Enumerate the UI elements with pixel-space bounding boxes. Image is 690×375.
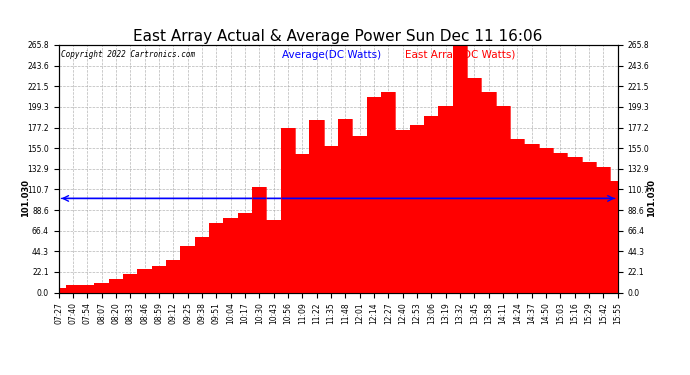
Text: Copyright 2022 Cartronics.com: Copyright 2022 Cartronics.com (61, 50, 195, 59)
Text: 101.030: 101.030 (647, 179, 656, 218)
Title: East Array Actual & Average Power Sun Dec 11 16:06: East Array Actual & Average Power Sun De… (133, 29, 543, 44)
Text: Average(DC Watts): Average(DC Watts) (282, 50, 382, 60)
Text: 101.030: 101.030 (21, 179, 30, 218)
Text: East Array(DC Watts): East Array(DC Watts) (405, 50, 515, 60)
